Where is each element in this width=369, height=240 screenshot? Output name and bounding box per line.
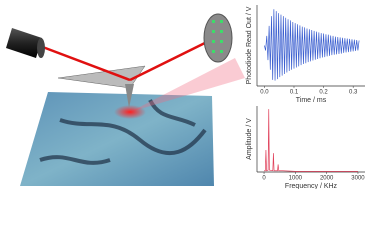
x-tick-label: 0.1 — [290, 90, 299, 96]
x-tick-label: 0.3 — [349, 90, 358, 96]
laser-beam — [39, 44, 131, 82]
x-tick-label: 0.0 — [260, 90, 269, 96]
detector — [203, 13, 233, 63]
page: {"chart_data": [ {"type": "line", "x_lab… — [6, 5, 366, 189]
x-tick-label: 1000 — [289, 176, 303, 182]
x-tick-label: 2000 — [320, 176, 334, 182]
beam-cone — [130, 58, 245, 112]
x-axis-label: Frequency / KHz — [285, 183, 338, 189]
illustration — [6, 13, 245, 186]
laser-source-end — [37, 38, 45, 58]
laser-source — [6, 28, 42, 58]
detector-pixels — [212, 20, 223, 53]
x-tick-label: 0.2 — [319, 90, 328, 96]
data-line — [264, 9, 360, 81]
x-tick-label: 3000 — [351, 176, 365, 182]
y-axis-label: Amplitude / V — [246, 118, 253, 160]
y-axis-label: Photodiode Read Out / V — [246, 6, 253, 84]
data-line — [264, 109, 358, 172]
tip — [125, 84, 134, 108]
surface-feature — [39, 99, 207, 165]
x-axis-label: Time / ms — [296, 97, 327, 104]
laser-spot — [114, 105, 146, 119]
figure: 0.0 0.1 0.2 0.3 Time / ms Photodiode Read Out… — [6, 5, 365, 189]
sample-surface — [20, 92, 214, 186]
reflected-beam — [129, 36, 216, 82]
x-tick-label: 0 — [262, 176, 266, 182]
